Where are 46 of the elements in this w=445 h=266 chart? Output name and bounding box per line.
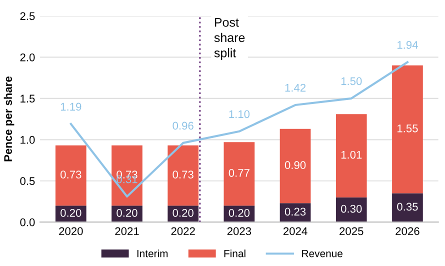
legend-label: Revenue xyxy=(302,250,342,258)
x-tick-label: 2023 xyxy=(227,227,252,236)
x-tick-label: 2022 xyxy=(171,227,195,236)
y-axis-title: Pence per share xyxy=(4,76,14,162)
data-label: 0.35 xyxy=(397,202,418,211)
y-tick-label: 0.0 xyxy=(20,218,35,226)
data-label: 0.20 xyxy=(60,208,82,217)
data-label: 1.50 xyxy=(341,77,362,86)
data-label: 0.30 xyxy=(341,204,362,213)
data-label: 1.10 xyxy=(229,110,250,118)
legend-label: Interim xyxy=(137,250,168,258)
data-label: 0.23 xyxy=(284,208,306,216)
ref-line-label: Post share split xyxy=(214,18,245,60)
x-tick-label: 2020 xyxy=(59,227,83,236)
bar xyxy=(112,145,142,206)
bar xyxy=(280,128,311,204)
bar xyxy=(55,145,86,206)
bar xyxy=(336,197,367,222)
bar xyxy=(224,142,255,206)
data-label: 1.55 xyxy=(398,124,418,132)
y-tick-label: 0.5 xyxy=(20,177,35,186)
bar xyxy=(336,114,367,198)
data-label: 0.96 xyxy=(172,122,194,130)
data-label: 1.19 xyxy=(60,102,82,111)
y-tick-label: 1.5 xyxy=(20,94,35,103)
data-label: 1.94 xyxy=(398,40,418,49)
y-tick-label: 2.0 xyxy=(20,53,35,62)
x-tick-label: 2024 xyxy=(283,227,308,236)
bar xyxy=(392,193,423,222)
data-label: 1.42 xyxy=(285,84,306,92)
data-label: 1.01 xyxy=(341,150,362,159)
data-label: 0.73 xyxy=(60,170,82,179)
y-tick-label: 1.0 xyxy=(20,136,35,144)
data-label: 0.77 xyxy=(228,168,250,177)
data-label: 0.20 xyxy=(172,208,194,217)
data-label: 0.90 xyxy=(284,161,306,170)
x-tick-label: 2021 xyxy=(115,227,139,236)
bar xyxy=(392,65,423,194)
legend-label: Final xyxy=(224,250,246,258)
data-label: 0.73 xyxy=(172,170,194,179)
data-label: 0.20 xyxy=(116,208,138,217)
y-tick-label: 2.5 xyxy=(20,12,35,20)
data-label: 0.20 xyxy=(228,208,250,217)
x-tick-label: 2026 xyxy=(396,227,420,236)
x-tick-label: 2025 xyxy=(340,227,364,236)
bar xyxy=(168,145,199,206)
